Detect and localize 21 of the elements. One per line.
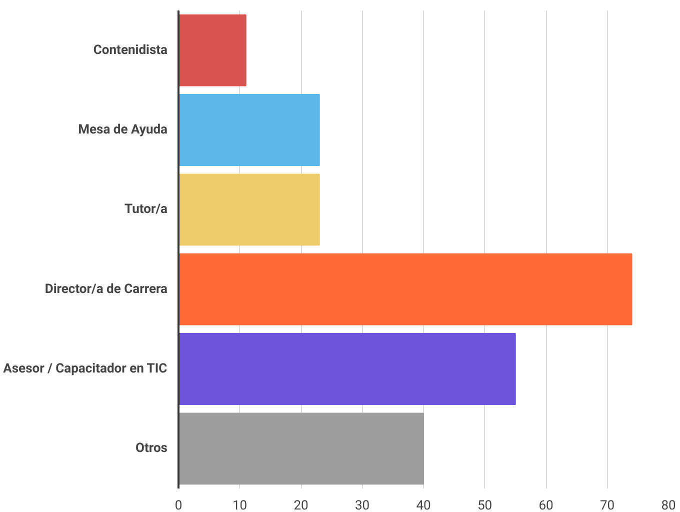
x-tick-label: 10 — [232, 498, 248, 512]
bar — [178, 253, 632, 326]
bar — [178, 174, 320, 246]
x-tick-label: 60 — [538, 498, 554, 512]
y-tick-label: Tutor/a — [124, 202, 168, 218]
x-tick-label: 30 — [354, 498, 370, 512]
x-tick-label: 0 — [174, 498, 182, 512]
bar — [178, 94, 320, 166]
y-tick-label: Otros — [136, 441, 168, 456]
y-tick-label: Asesor / Capacitador en TIC — [3, 362, 168, 376]
bar — [178, 333, 516, 405]
y-tick-label: Mesa de Ayuda — [78, 122, 168, 138]
bar — [178, 14, 246, 86]
x-tick-label: 70 — [600, 498, 615, 512]
x-tick-label: 50 — [477, 498, 492, 512]
y-tick-label: Director/a de Carrera — [44, 282, 168, 297]
x-tick-label: 40 — [416, 498, 431, 512]
x-tick-label: 80 — [661, 498, 676, 512]
y-tick-label: Contenidista — [93, 42, 168, 58]
bar — [178, 412, 424, 485]
x-tick-label: 20 — [294, 498, 308, 512]
